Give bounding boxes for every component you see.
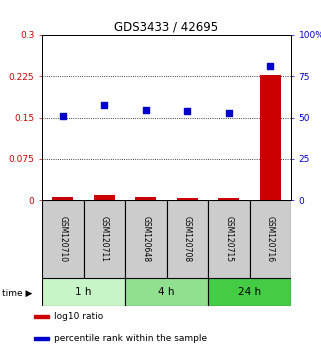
Text: GSM120648: GSM120648 <box>141 216 150 262</box>
Point <box>143 108 148 113</box>
Point <box>60 113 65 119</box>
Text: GSM120716: GSM120716 <box>266 216 275 262</box>
Bar <box>42 200 83 278</box>
Text: GSM120711: GSM120711 <box>100 216 109 262</box>
Bar <box>208 200 249 278</box>
Bar <box>260 75 281 200</box>
Bar <box>34 315 49 318</box>
Bar <box>42 278 125 306</box>
Title: GDS3433 / 42695: GDS3433 / 42695 <box>115 21 219 34</box>
Bar <box>83 200 125 278</box>
Text: percentile rank within the sample: percentile rank within the sample <box>54 334 207 343</box>
Text: GSM120715: GSM120715 <box>224 216 233 262</box>
Bar <box>34 337 49 340</box>
Bar <box>249 200 291 278</box>
Bar <box>52 197 73 200</box>
Text: 4 h: 4 h <box>158 287 175 297</box>
Bar <box>208 278 291 306</box>
Point <box>102 103 107 108</box>
Bar <box>125 200 167 278</box>
Bar <box>167 200 208 278</box>
Bar <box>94 194 115 200</box>
Point <box>268 63 273 69</box>
Bar <box>177 198 198 200</box>
Text: GSM120710: GSM120710 <box>58 216 67 262</box>
Text: 1 h: 1 h <box>75 287 92 297</box>
Point <box>185 108 190 114</box>
Text: log10 ratio: log10 ratio <box>54 312 103 321</box>
Text: time ▶: time ▶ <box>2 289 32 298</box>
Text: 24 h: 24 h <box>238 287 261 297</box>
Point <box>226 110 231 116</box>
Text: GSM120708: GSM120708 <box>183 216 192 262</box>
Bar <box>218 198 239 200</box>
Bar <box>135 197 156 200</box>
Bar <box>125 278 208 306</box>
